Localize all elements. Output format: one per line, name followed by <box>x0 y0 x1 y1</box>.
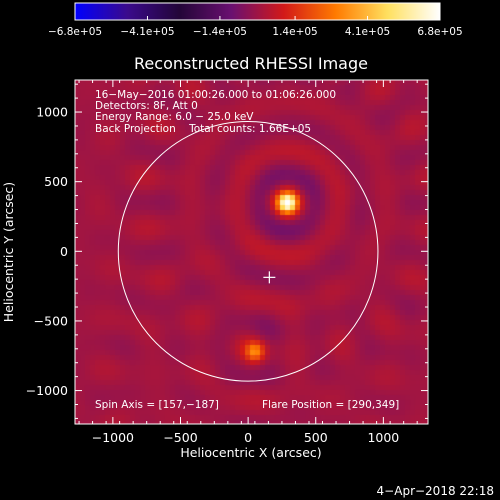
x-axis-label: Heliocentric X (arcsec) <box>180 445 321 460</box>
x-tick-label: −500 <box>163 430 197 445</box>
y-tick-label: −500 <box>34 313 68 328</box>
annotation-energy-range: Energy Range: 6.0 − 25.0 keV <box>95 111 254 123</box>
y-tick-label: 1000 <box>36 105 68 120</box>
plot-frame <box>74 79 429 425</box>
x-tick-label: 0 <box>244 430 252 445</box>
annotation-detectors: Detectors: 8F, Att 0 <box>95 100 198 112</box>
y-ticks: −1000 −500 0 500 1000 <box>26 83 428 419</box>
colorbar-tick-label: 4.1e+05 <box>345 26 390 38</box>
colorbar-tick-label: −1.4e+05 <box>193 26 247 38</box>
x-ticks: −1000 −500 0 500 1000 <box>78 80 418 445</box>
y-tick-label: 0 <box>60 244 68 259</box>
colorbar-tick-label: 6.8e+05 <box>417 26 462 38</box>
x-tick-label: 1000 <box>367 430 399 445</box>
image-area <box>75 80 428 424</box>
colorbar <box>74 2 441 21</box>
colorbar-tick-label: −6.8e+05 <box>48 26 102 38</box>
colorbar-tick-label: 1.4e+05 <box>272 26 317 38</box>
spin-axis-marker <box>263 271 276 284</box>
x-tick-label: 500 <box>304 430 328 445</box>
annotation-method-counts: Back Projection Total counts: 1.66E+05 <box>95 123 311 135</box>
flare-position-label: Flare Position = [290,349] <box>262 399 399 411</box>
y-tick-label: 500 <box>44 174 68 189</box>
annotation-time-range: 16−May−2016 01:00:26.000 to 01:06:26.000 <box>95 89 336 101</box>
y-axis-label: Heliocentric Y (arcsec) <box>1 182 16 322</box>
spin-axis-label: Spin Axis = [157,−187] <box>95 399 219 411</box>
chart-title: Reconstructed RHESSI Image <box>134 54 368 73</box>
colorbar-tick-label: −4.1e+05 <box>120 26 174 38</box>
y-tick-label: −1000 <box>26 383 68 398</box>
footer-timestamp: 4−Apr−2018 22:18 <box>377 484 494 498</box>
x-tick-label: −1000 <box>92 430 134 445</box>
colorbar-ticks: −6.8e+05 −4.1e+05 −1.4e+05 1.4e+05 4.1e+05 6.… <box>48 16 463 38</box>
solar-limb-circle <box>117 120 379 382</box>
